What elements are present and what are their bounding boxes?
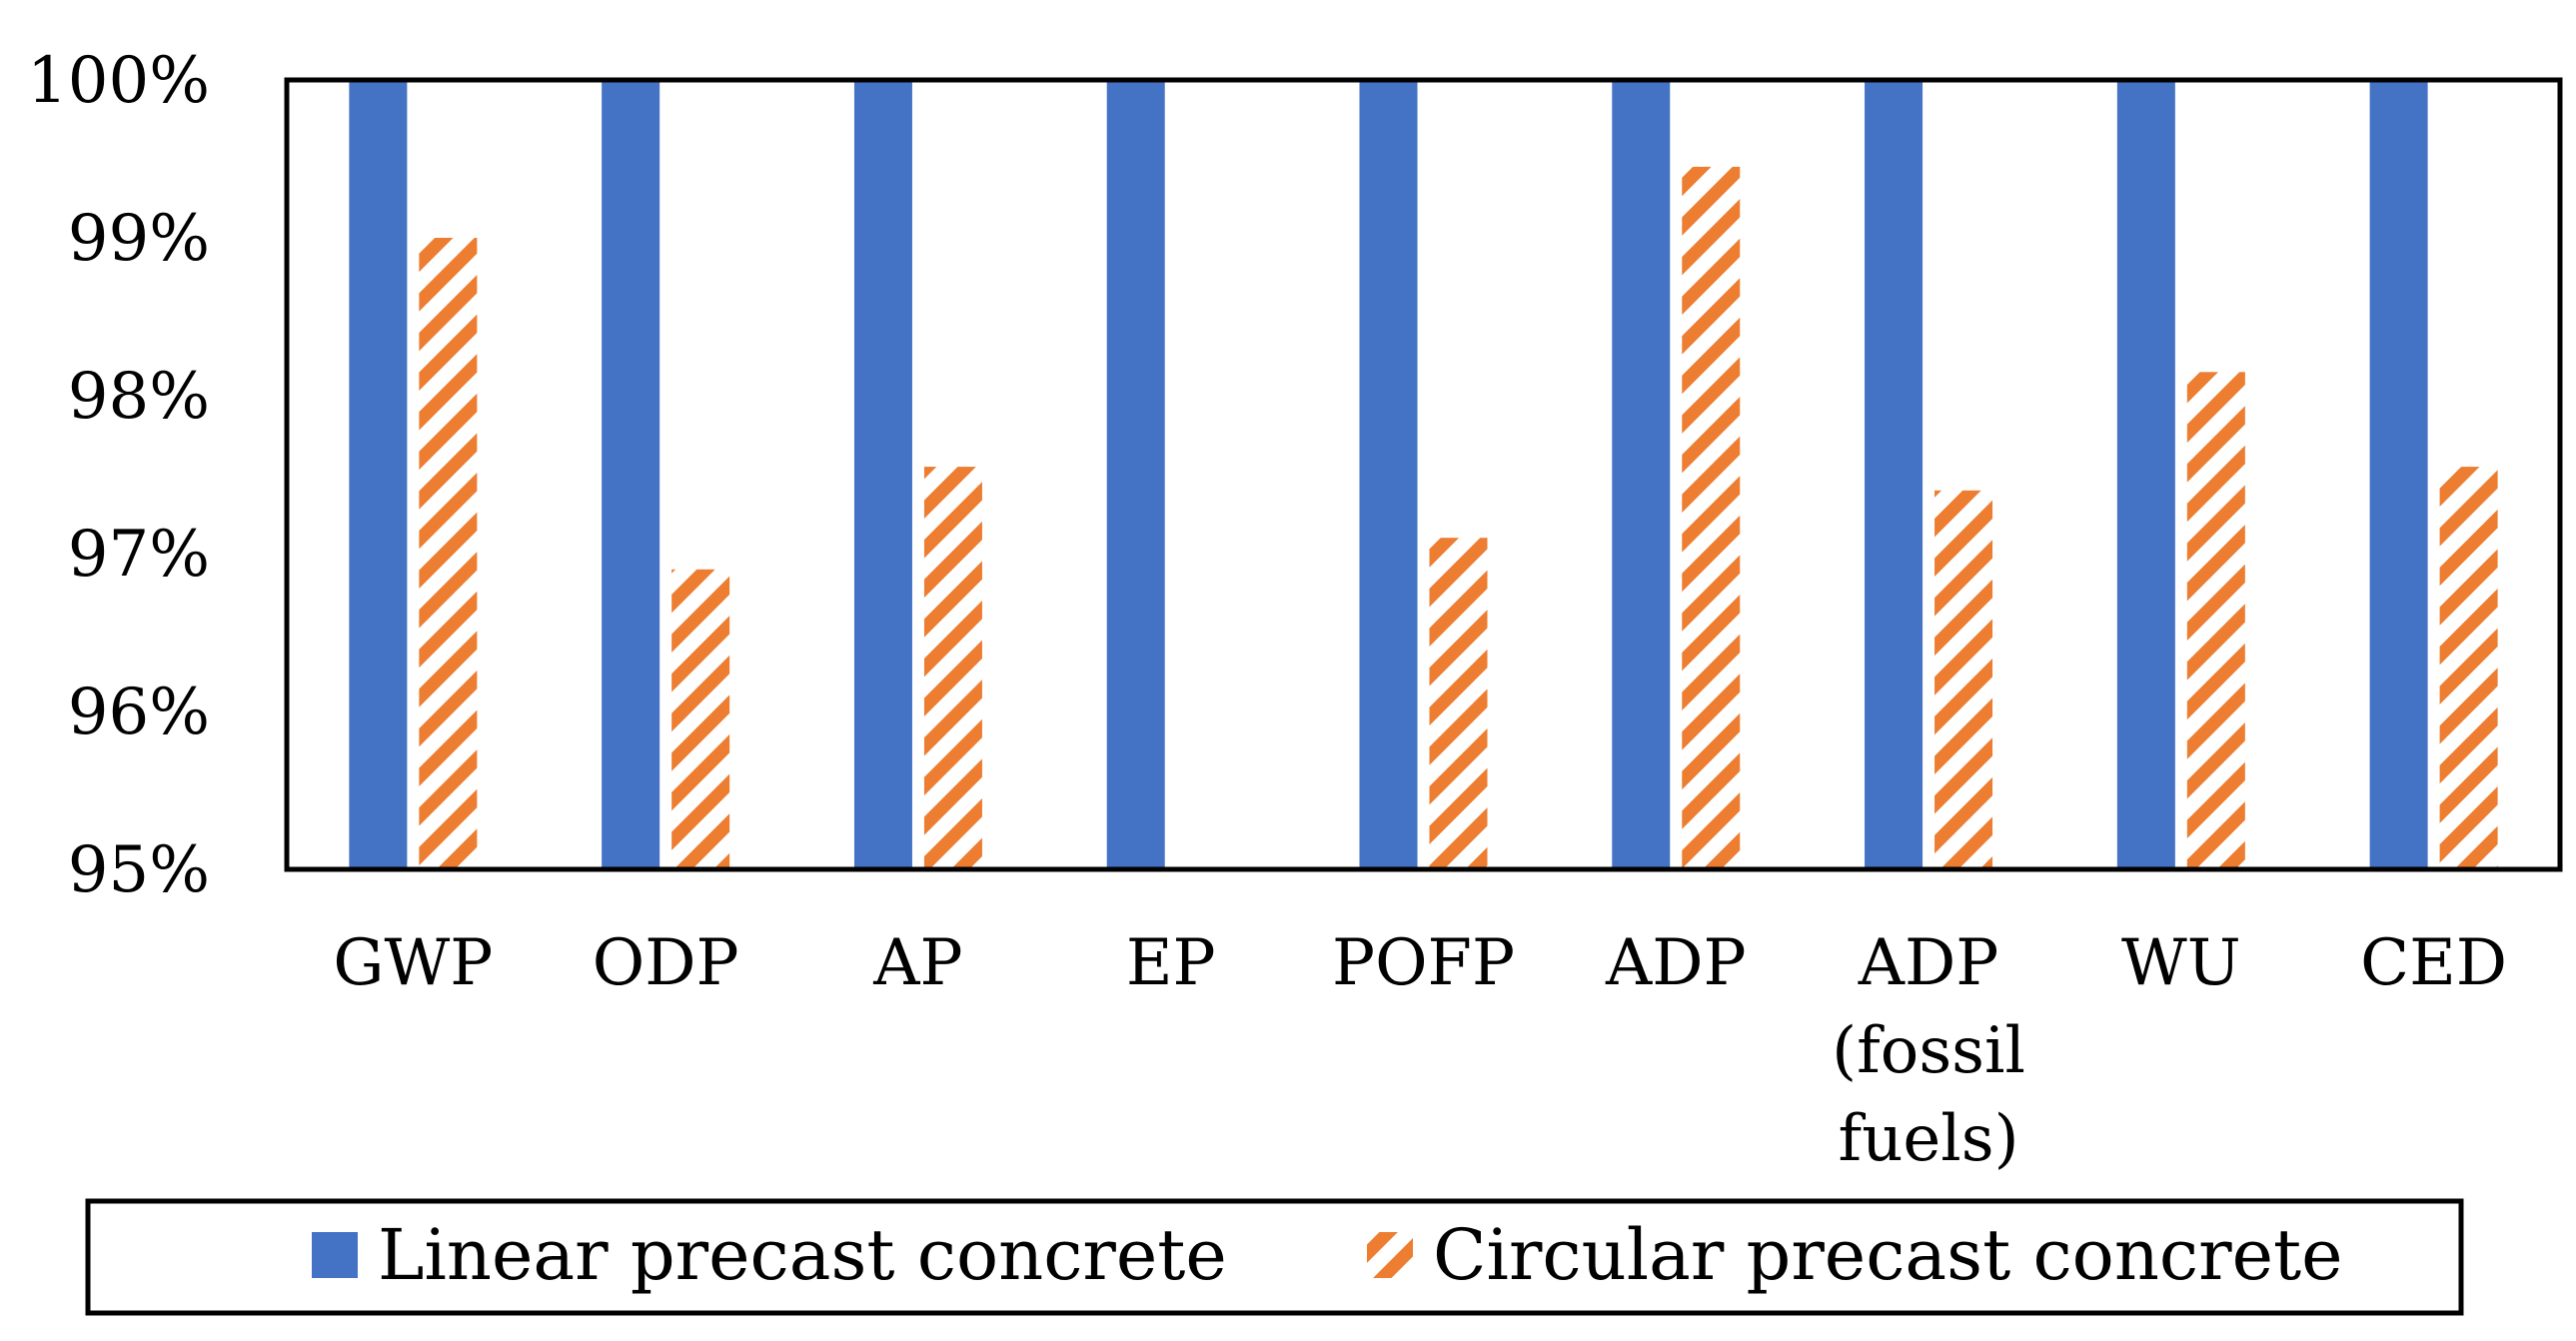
y-tick-label: 96% xyxy=(68,675,210,749)
y-tick-label: 99% xyxy=(68,202,210,276)
y-tick-label: 98% xyxy=(68,360,210,434)
legend-label-circular: Circular precast concrete xyxy=(1433,1214,2343,1296)
legend-swatch-linear xyxy=(312,1232,358,1278)
x-category-label: ADP xyxy=(1605,926,1747,1000)
x-category-label: GWP xyxy=(333,926,493,1000)
bar-circular-ap xyxy=(923,467,982,869)
bar-linear-gwp xyxy=(349,80,408,869)
bar-circular-adp-fossil-fuels- xyxy=(1934,490,1993,869)
bars xyxy=(349,80,2498,869)
bar-linear-wu xyxy=(2116,80,2175,869)
legend: Linear precast concrete Circular precast… xyxy=(85,1198,2464,1316)
y-tick-label: 100% xyxy=(27,44,210,118)
x-category-label: ODP xyxy=(593,926,739,1000)
bar-linear-odp xyxy=(602,80,660,869)
x-category-label: AP xyxy=(872,926,962,1000)
bar-linear-ap xyxy=(853,80,912,869)
x-category-label: fuels) xyxy=(1839,1102,2019,1176)
y-axis-tick-labels: 95% 96% 97% 98% 99% 100% xyxy=(27,44,210,907)
bar-linear-adp-fossil-fuels- xyxy=(1865,80,1924,869)
bar-linear-adp xyxy=(1612,80,1671,869)
bar-linear-ep xyxy=(1106,80,1165,869)
x-axis-category-labels: GWP ODP AP EP POFP ADP ADP (fossil fuels) WU CED xyxy=(333,926,2507,1176)
bar-circular-pofp xyxy=(1429,538,1488,869)
bar-circular-wu xyxy=(2186,372,2245,869)
x-category-label: (fossil xyxy=(1832,1014,2025,1088)
x-category-label: POFP xyxy=(1332,926,1515,1000)
legend-label-linear: Linear precast concrete xyxy=(378,1214,1227,1296)
x-category-label: CED xyxy=(2360,926,2507,1000)
x-category-label: EP xyxy=(1126,926,1216,1000)
plot-area-frame xyxy=(284,77,2563,872)
x-category-label: WU xyxy=(2121,926,2241,1000)
legend-frame xyxy=(85,1198,2464,1316)
bar-circular-adp xyxy=(1682,166,1741,869)
y-tick-label: 95% xyxy=(68,833,210,907)
bar-circular-odp xyxy=(671,569,730,869)
bar-circular-gwp xyxy=(419,238,478,869)
bar-linear-ced xyxy=(2369,80,2428,869)
bar-linear-pofp xyxy=(1359,80,1418,869)
legend-swatch-circular xyxy=(1367,1232,1413,1278)
x-category-label: ADP xyxy=(1858,926,1999,1000)
bar-circular-ced xyxy=(2439,467,2498,869)
y-tick-label: 97% xyxy=(68,518,210,592)
